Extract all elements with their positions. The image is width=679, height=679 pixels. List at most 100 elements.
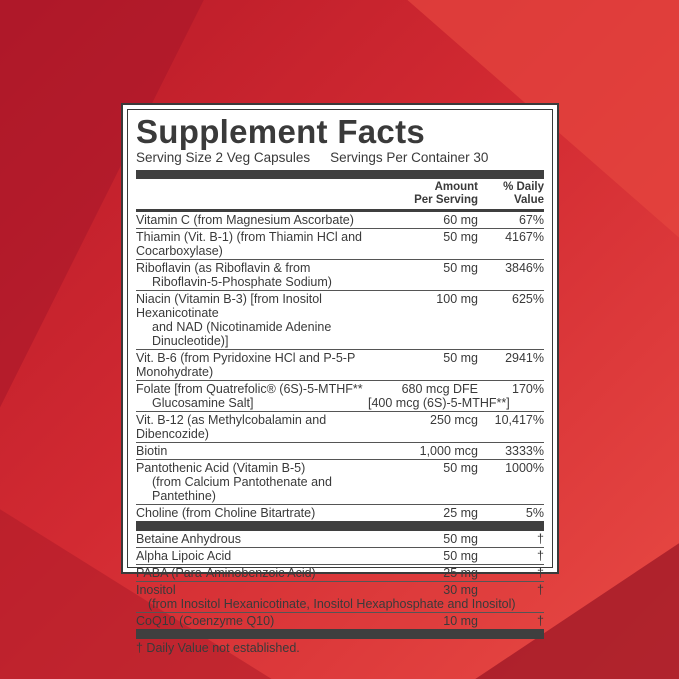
nutrient-name: Niacin (Vitamin B-3) [from Inositol Hexa… xyxy=(136,292,368,348)
daily-value: 10,417% xyxy=(494,413,544,427)
nutrient-row: CoQ10 (Coenzyme Q10) 10 mg † xyxy=(136,613,544,629)
daily-value: 5% xyxy=(525,506,544,520)
amount-text: 50 mg xyxy=(443,532,478,546)
amount-text: 10 mg xyxy=(443,614,478,628)
amount-text: 25 mg xyxy=(443,566,478,580)
nutrient-amount: 50 mg xyxy=(368,351,478,379)
daily-value: † xyxy=(537,566,544,580)
nutrient-amount: 50 mg xyxy=(368,461,478,503)
nutrient-source: (from Calcium Pantothenate and Pantethin… xyxy=(152,475,332,503)
amount-text: 50 mg xyxy=(443,261,478,275)
divider-bar xyxy=(136,521,544,531)
amount-text-secondary: [400 mcg (6S)-5-MTHF**] xyxy=(368,396,510,410)
nutrient-row: Folate [from Quatrefolic® (6S)-5-MTHF** G… xyxy=(136,381,544,412)
nutrient-name-text: Folate [from Quatrefolic® (6S)-5-MTHF** xyxy=(136,382,363,396)
daily-value: † xyxy=(537,549,544,563)
nutrient-name-text: Thiamin (Vit. B-1) (from Thiamin HCl and… xyxy=(136,230,362,258)
nutrient-name-text: Betaine Anhydrous xyxy=(136,532,241,546)
amount-text: 250 mcg xyxy=(430,413,478,427)
nutrient-amount: 680 mcg DFE [400 mcg (6S)-5-MTHF**] xyxy=(368,382,510,410)
nutrient-name-text: Vit. B-12 (as Methylcobalamin and Dibenc… xyxy=(136,413,327,441)
daily-value: 170% xyxy=(512,382,544,396)
nutrient-name: Alpha Lipoic Acid xyxy=(136,549,368,563)
nutrient-name: Vit. B-12 (as Methylcobalamin and Dibenc… xyxy=(136,413,368,441)
nutrient-name-text: Choline (from Choline Bitartrate) xyxy=(136,506,316,520)
amount-text: 25 mg xyxy=(443,506,478,520)
nutrient-name: Inositol xyxy=(136,583,368,597)
daily-value: 1000% xyxy=(505,461,544,475)
nutrient-amount: 25 mg xyxy=(368,506,478,520)
amount-text: 50 mg xyxy=(443,230,478,244)
nutrient-amount: 1,000 mcg xyxy=(368,444,478,458)
nutrient-row: Vit. B-12 (as Methylcobalamin and Dibenc… xyxy=(136,412,544,443)
nutrient-name-text: Riboflavin (as Riboflavin & from xyxy=(136,261,311,275)
nutrient-row: Niacin (Vitamin B-3) [from Inositol Hexa… xyxy=(136,291,544,350)
nutrient-amount: 100 mg xyxy=(368,292,478,348)
nutrient-row: PABA (Para-Aminobenzoic Acid) 25 mg † xyxy=(136,565,544,582)
amount-text: 680 mcg DFE xyxy=(401,382,478,396)
nutrient-name: PABA (Para-Aminobenzoic Acid) xyxy=(136,566,368,580)
divider-bar xyxy=(136,629,544,639)
footnote: † Daily Value not established. xyxy=(136,641,300,655)
nutrient-row: Pantothenic Acid (Vitamin B-5) (from Calc… xyxy=(136,460,544,505)
amount-header-2: Per Serving xyxy=(414,194,478,206)
amount-text: 100 mg xyxy=(436,292,478,306)
nutrient-amount: 50 mg xyxy=(368,230,478,258)
amount-text: 1,000 mcg xyxy=(419,444,478,458)
amount-text: 30 mg xyxy=(443,583,478,597)
amount-text: 50 mg xyxy=(443,461,478,475)
nutrient-name-text: Vitamin C (from Magnesium Ascorbate) xyxy=(136,213,354,227)
daily-value: † xyxy=(537,614,544,628)
nutrient-name: Folate [from Quatrefolic® (6S)-5-MTHF** G… xyxy=(136,382,368,410)
nutrient-row: Thiamin (Vit. B-1) (from Thiamin HCl and… xyxy=(136,229,544,260)
nutrient-name-text: Biotin xyxy=(136,444,168,458)
nutrient-row: Vit. B-6 (from Pyridoxine HCl and P-5-P … xyxy=(136,350,544,381)
nutrient-name: Thiamin (Vit. B-1) (from Thiamin HCl and… xyxy=(136,230,368,258)
dv-header-2: Value xyxy=(513,194,544,206)
nutrient-row: Alpha Lipoic Acid 50 mg † xyxy=(136,548,544,565)
amount-header-1: Amount xyxy=(434,181,478,193)
daily-value: 3333% xyxy=(505,444,544,458)
divider-bar xyxy=(136,170,544,179)
supplement-facts-label: Supplement Facts Serving Size 2 Veg Caps… xyxy=(121,103,559,655)
daily-value: 2941% xyxy=(505,351,544,365)
daily-value: † xyxy=(537,583,544,597)
nutrient-name: Biotin xyxy=(136,444,368,458)
nutrient-name: Riboflavin (as Riboflavin & from Riboflav… xyxy=(136,261,368,289)
daily-value: 3846% xyxy=(505,261,544,275)
servings-per-container: Servings Per Container 30 xyxy=(330,150,489,165)
nutrient-name-text: Vit. B-6 (from Pyridoxine HCl and P-5-P … xyxy=(136,351,356,379)
amount-text: 50 mg xyxy=(443,549,478,563)
nutrient-source: (from Inositol Hexanicotinate, Inositol … xyxy=(148,597,516,611)
nutrient-amount: 30 mg xyxy=(368,583,478,597)
amount-text: 60 mg xyxy=(443,213,478,227)
nutrient-row: Betaine Anhydrous 50 mg † xyxy=(136,531,544,548)
nutrient-amount: 60 mg xyxy=(368,213,478,227)
nutrient-name: Vitamin C (from Magnesium Ascorbate) xyxy=(136,213,368,227)
nutrient-row: Riboflavin (as Riboflavin & from Riboflav… xyxy=(136,260,544,291)
nutrient-name-text: CoQ10 (Coenzyme Q10) xyxy=(136,614,275,628)
nutrient-amount: 50 mg xyxy=(368,532,478,546)
nutrient-source: Glucosamine Salt] xyxy=(152,396,254,410)
nutrient-amount: 50 mg xyxy=(368,261,478,289)
label-title: Supplement Facts xyxy=(136,113,426,150)
nutrient-name-text: Pantothenic Acid (Vitamin B-5) xyxy=(136,461,306,475)
nutrient-row: Choline (from Choline Bitartrate) 25 mg 5% xyxy=(136,505,544,521)
serving-size: Serving Size 2 Veg Capsules xyxy=(136,150,311,165)
nutrient-name-text: Inositol xyxy=(136,583,176,597)
dv-header-1: % Daily xyxy=(503,181,544,193)
nutrient-name: CoQ10 (Coenzyme Q10) xyxy=(136,614,368,628)
daily-value: 625% xyxy=(512,292,544,306)
amount-text: 50 mg xyxy=(443,351,478,365)
nutrient-row: Inositol 30 mg † (from Inositol Hexanicotin… xyxy=(136,582,544,613)
daily-value: 67% xyxy=(518,213,544,227)
nutrient-name-text: Niacin (Vitamin B-3) [from Inositol Hexa… xyxy=(136,292,322,320)
nutrient-amount: 25 mg xyxy=(368,566,478,580)
nutrient-name-text: PABA (Para-Aminobenzoic Acid) xyxy=(136,566,316,580)
daily-value: † xyxy=(537,532,544,546)
nutrient-amount: 10 mg xyxy=(368,614,478,628)
daily-value: 4167% xyxy=(505,230,544,244)
column-header: Amount Per Serving % Daily Value xyxy=(136,179,544,209)
nutrient-name: Vit. B-6 (from Pyridoxine HCl and P-5-P … xyxy=(136,351,368,379)
divider-bar xyxy=(136,209,544,212)
